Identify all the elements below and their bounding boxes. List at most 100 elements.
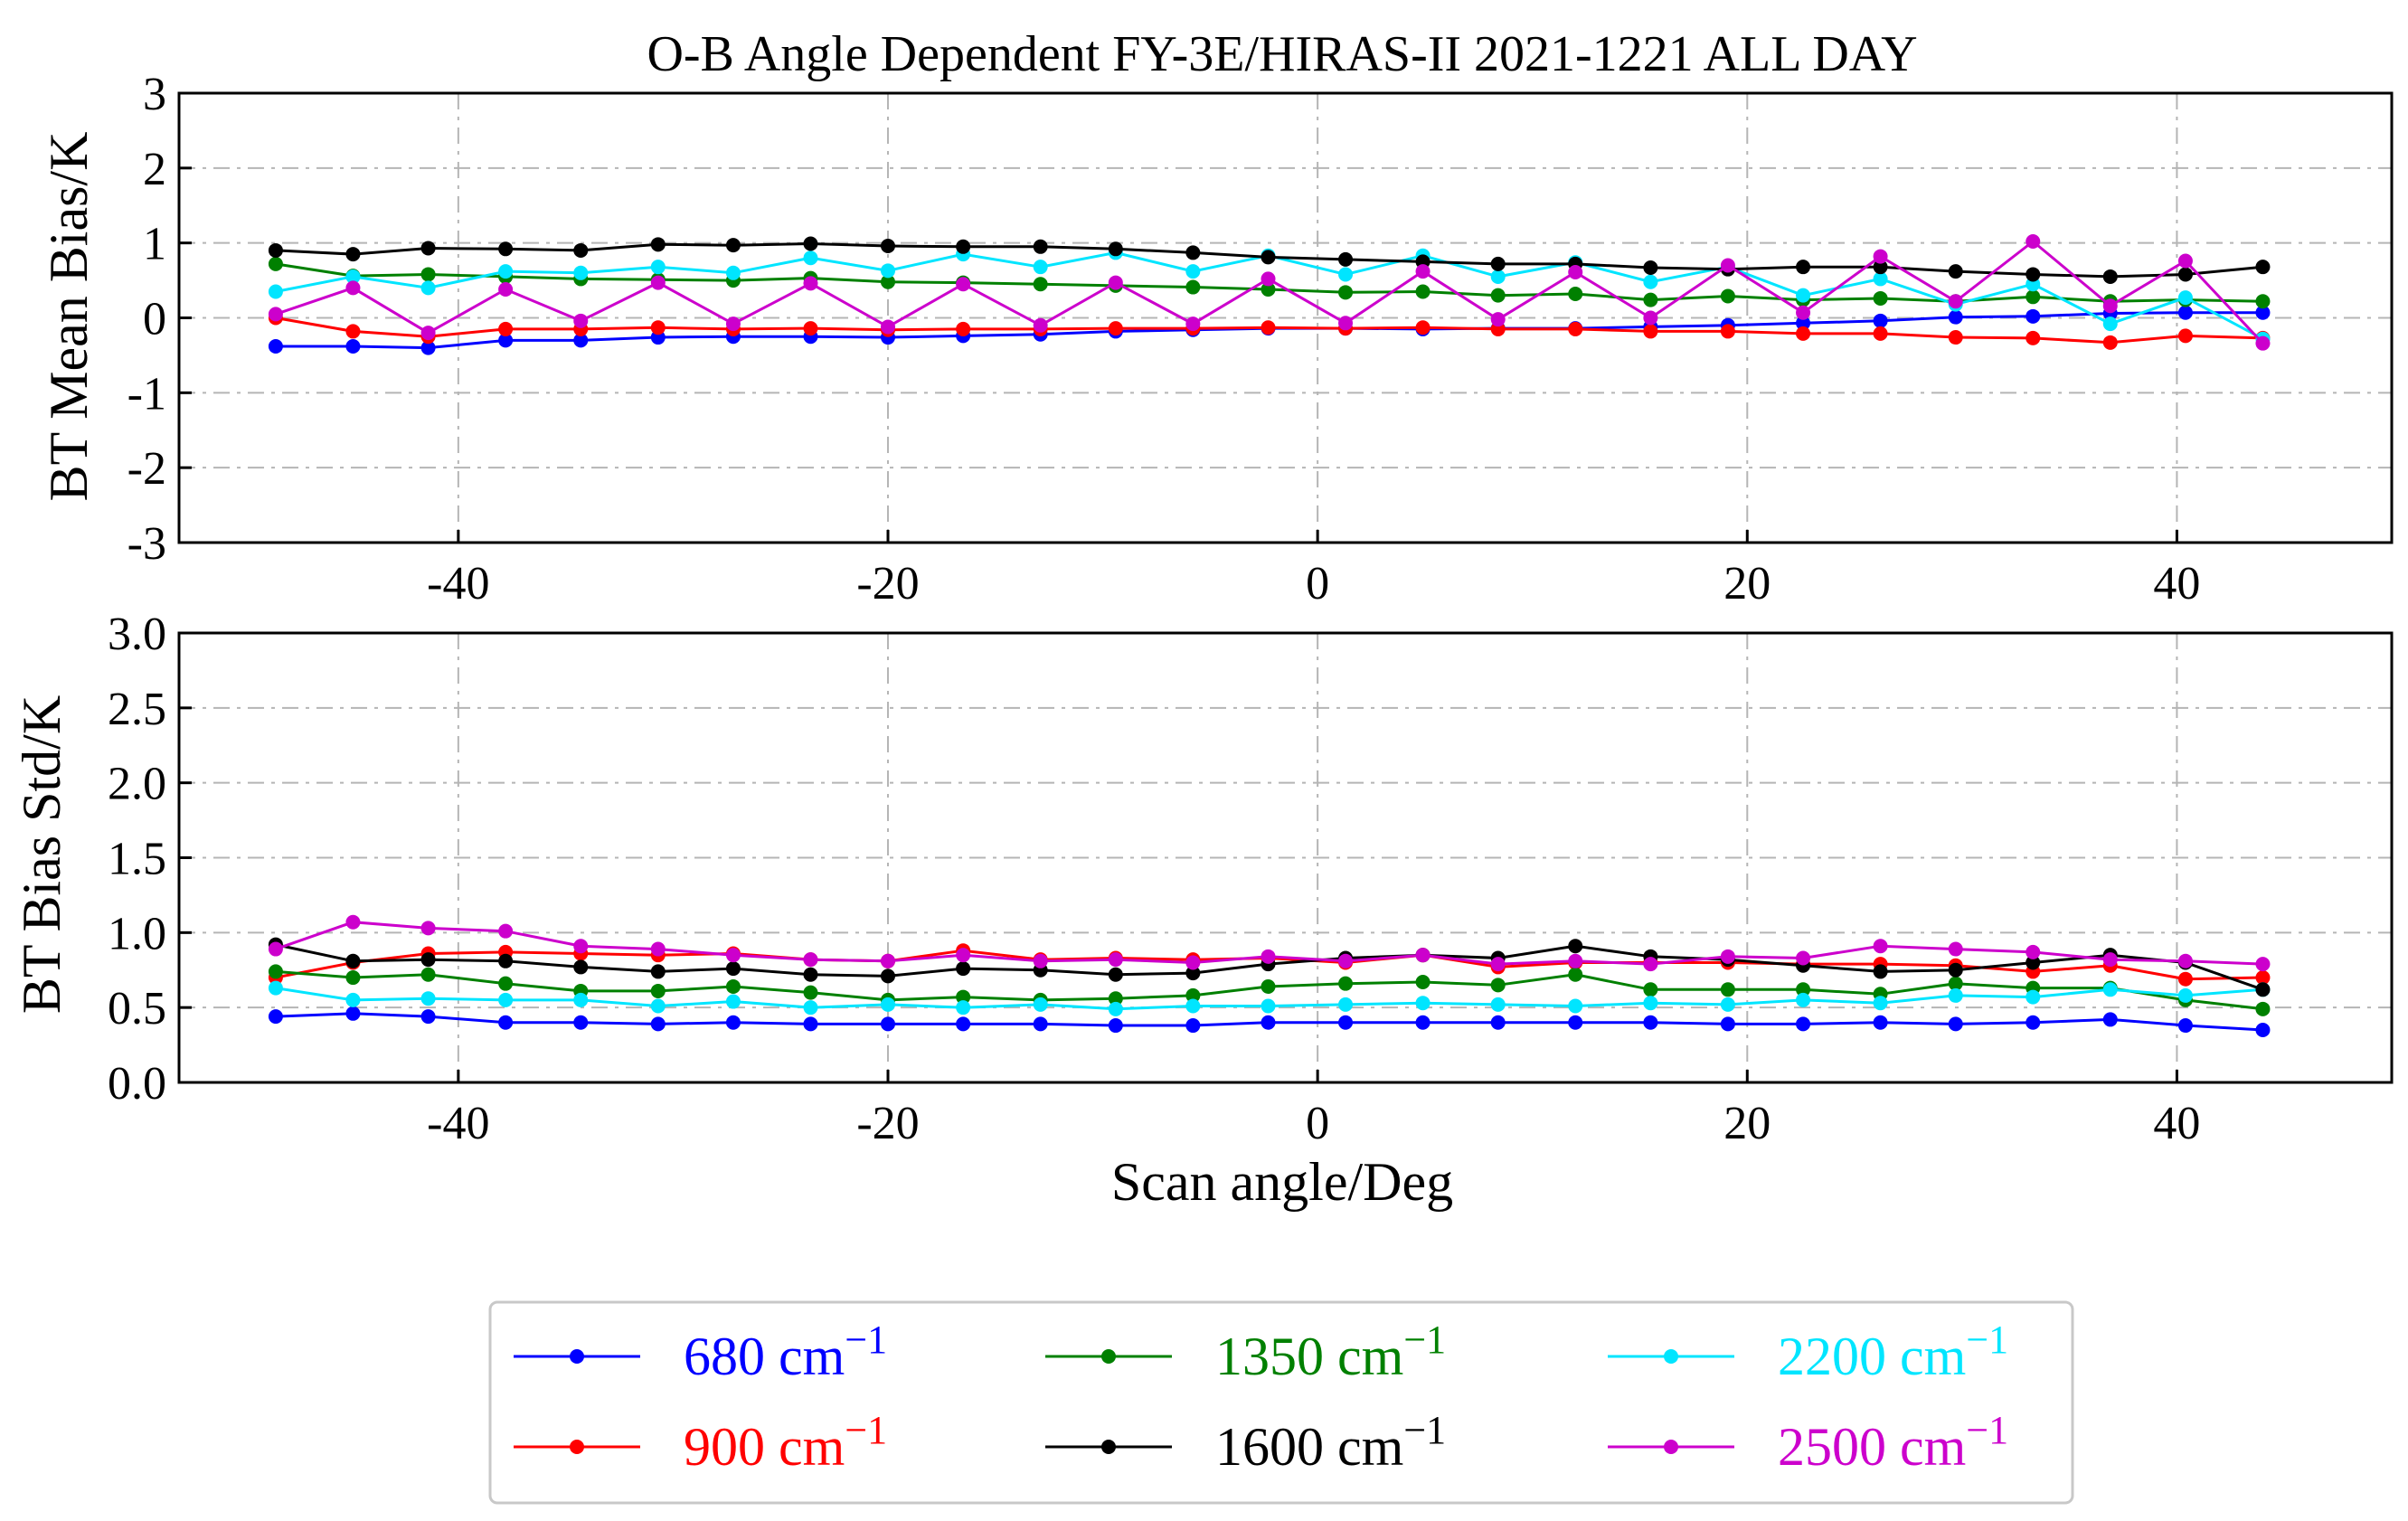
bottom-data-point <box>498 923 514 939</box>
top-data-point <box>880 274 895 289</box>
bottom-data-point <box>1415 1015 1431 1030</box>
top-data-point <box>1568 321 1583 336</box>
bottom-data-point <box>1338 1015 1354 1030</box>
top-y-tick-label: 0 <box>143 294 166 345</box>
top-data-point <box>2177 328 2193 344</box>
top-data-point <box>1261 282 1276 298</box>
top-data-point <box>1796 316 1811 331</box>
bottom-data-point <box>1796 992 1811 1007</box>
bottom-data-point <box>650 983 666 998</box>
bottom-data-point <box>725 948 741 963</box>
legend-marker <box>1101 1349 1116 1364</box>
legend-marker <box>1101 1440 1116 1454</box>
bottom-data-point <box>725 961 741 977</box>
bottom-x-tick-label: -40 <box>427 1098 489 1149</box>
bottom-data-point <box>1643 957 1658 972</box>
top-data-point <box>1873 249 1888 264</box>
top-data-point <box>1643 292 1658 307</box>
bottom-data-point <box>498 953 514 968</box>
legend: 680 cm−1 900 cm−1 1350 cm−1 1600 cm−1 2200 c… <box>488 1300 2074 1505</box>
bottom-data-point <box>803 1016 818 1032</box>
top-data-point <box>1796 326 1811 341</box>
mean-bias-panel: O-B Angle Dependent FY-3E/HIRAS-II 2021-… <box>39 26 2394 609</box>
bottom-data-point <box>1261 998 1276 1014</box>
bottom-data-point <box>1033 1016 1048 1032</box>
bottom-y-tick-label: 2.5 <box>108 684 166 735</box>
bottom-data-point <box>725 1015 741 1030</box>
top-data-point <box>1796 305 1811 320</box>
bottom-data-point <box>1796 950 1811 966</box>
top-data-point <box>1490 312 1506 327</box>
bottom-data-point <box>498 976 514 991</box>
top-data-point <box>2026 289 2041 305</box>
bottom-data-point <box>345 970 361 986</box>
bottom-data-point <box>268 941 283 957</box>
bottom-y-tick-label: 0.5 <box>108 983 166 1034</box>
bottom-data-point <box>268 964 283 979</box>
top-data-point <box>1720 288 1735 304</box>
top-data-point <box>1643 274 1658 289</box>
bottom-data-point <box>2102 982 2118 997</box>
bottom-data-point <box>573 1015 589 1030</box>
top-data-point <box>1338 285 1354 300</box>
std-bias-panel: BT Bias Std/K Scan angle/Deg -40 -20 0 20 40… <box>12 609 2394 1212</box>
bottom-data-point <box>1108 1001 1123 1016</box>
bottom-y-tick-label: 2.0 <box>108 759 166 810</box>
top-data-point <box>1033 239 1048 254</box>
bottom-data-point <box>573 992 589 1007</box>
top-data-point <box>650 275 666 290</box>
top-data-point <box>2102 335 2118 350</box>
top-data-point <box>498 264 514 279</box>
bottom-data-point <box>1873 964 1888 979</box>
top-data-point <box>1338 316 1354 331</box>
bottom-data-point <box>573 959 589 975</box>
bottom-data-point <box>956 1016 971 1032</box>
top-data-point <box>1568 286 1583 301</box>
bottom-data-point <box>345 914 361 930</box>
top-data-point <box>498 321 514 336</box>
bottom-data-point <box>956 948 971 963</box>
top-x-tick-label: -40 <box>427 558 489 609</box>
top-data-point <box>650 320 666 335</box>
top-data-point <box>1261 271 1276 287</box>
bottom-y-axis-label: BT Bias Std/K <box>12 695 71 1014</box>
bottom-data-point <box>2255 982 2271 997</box>
top-data-point <box>268 307 283 322</box>
x-axis-label: Scan angle/Deg <box>1111 1152 1453 1212</box>
top-data-point <box>1490 256 1506 271</box>
bottom-data-point <box>803 967 818 982</box>
top-data-point <box>498 333 514 348</box>
bottom-data-point <box>1873 939 1888 954</box>
bottom-data-point <box>1338 953 1354 968</box>
legend-marker <box>1664 1440 1678 1454</box>
bottom-data-point <box>420 991 436 1006</box>
top-x-tick-label: 40 <box>2153 558 2200 609</box>
top-data-point <box>2026 267 2041 282</box>
top-data-point <box>268 284 283 299</box>
top-data-point <box>2255 335 2271 351</box>
top-x-tick-label: 0 <box>1306 558 1329 609</box>
bottom-data-point <box>1338 997 1354 1012</box>
bottom-data-point <box>2177 971 2193 987</box>
bottom-data-point <box>725 978 741 994</box>
bottom-data-point <box>345 1006 361 1021</box>
bottom-data-point <box>498 992 514 1007</box>
bottom-data-point <box>2026 944 2041 959</box>
bottom-x-tick-label: 20 <box>1723 1098 1771 1149</box>
top-data-point <box>345 338 361 354</box>
top-data-point <box>1873 290 1888 306</box>
top-y-tick-label: 1 <box>143 219 166 270</box>
chart-title: O-B Angle Dependent FY-3E/HIRAS-II 2021-… <box>647 26 1917 82</box>
top-data-point <box>1185 245 1201 260</box>
top-data-point <box>725 238 741 253</box>
top-y-tick-label: -2 <box>127 443 166 495</box>
bottom-data-point <box>2177 953 2193 968</box>
top-data-point <box>268 338 283 354</box>
bottom-data-point <box>345 953 361 968</box>
bottom-data-point <box>2177 987 2193 1003</box>
top-data-point <box>345 269 361 284</box>
top-data-point <box>956 321 971 336</box>
top-data-point <box>573 333 589 348</box>
top-data-point <box>1873 271 1888 287</box>
bottom-y-tick-label: 0.0 <box>108 1058 166 1110</box>
